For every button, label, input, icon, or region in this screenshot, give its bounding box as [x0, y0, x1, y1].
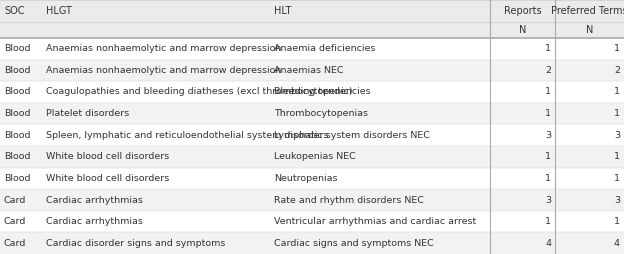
Bar: [0, 189, 624, 211]
Text: Anaemias nonhaemolytic and marrow depression: Anaemias nonhaemolytic and marrow depres…: [46, 66, 281, 75]
Text: HLGT: HLGT: [46, 6, 72, 16]
Text: Preferred Terms: Preferred Terms: [551, 6, 624, 16]
Text: Leukopenias NEC: Leukopenias NEC: [274, 152, 356, 161]
Text: Spleen, lymphatic and reticuloendothelial system disorders: Spleen, lymphatic and reticuloendothelia…: [46, 131, 328, 140]
Text: 1: 1: [545, 109, 551, 118]
Text: N: N: [519, 25, 526, 35]
Text: Cardiac disorder signs and symptoms: Cardiac disorder signs and symptoms: [46, 239, 225, 248]
Text: 1: 1: [614, 109, 620, 118]
Text: Blood: Blood: [4, 131, 31, 140]
Text: Cardiac signs and symptoms NEC: Cardiac signs and symptoms NEC: [274, 239, 434, 248]
Text: 1: 1: [614, 217, 620, 226]
Text: Card: Card: [4, 239, 26, 248]
Text: 1: 1: [545, 174, 551, 183]
Bar: [0, 38, 624, 60]
Text: 1: 1: [545, 152, 551, 161]
Text: 1: 1: [614, 87, 620, 97]
Bar: [0, 60, 624, 81]
Bar: [0, 168, 624, 189]
Bar: [0, 81, 624, 103]
Text: 1: 1: [545, 44, 551, 53]
Text: Anaemias nonhaemolytic and marrow depression: Anaemias nonhaemolytic and marrow depres…: [46, 44, 281, 53]
Text: Neutropenias: Neutropenias: [274, 174, 338, 183]
Text: Blood: Blood: [4, 44, 31, 53]
Text: White blood cell disorders: White blood cell disorders: [46, 152, 169, 161]
Text: 3: 3: [545, 196, 551, 204]
Text: 3: 3: [545, 131, 551, 140]
Text: Blood: Blood: [4, 87, 31, 97]
Text: Cardiac arrhythmias: Cardiac arrhythmias: [46, 196, 143, 204]
Text: 3: 3: [614, 196, 620, 204]
Text: 2: 2: [614, 66, 620, 75]
Text: Platelet disorders: Platelet disorders: [46, 109, 129, 118]
Text: Blood: Blood: [4, 174, 31, 183]
Text: Ventricular arrhythmias and cardiac arrest: Ventricular arrhythmias and cardiac arre…: [274, 217, 476, 226]
Text: Blood: Blood: [4, 152, 31, 161]
Bar: [0, 124, 624, 146]
Text: 1: 1: [545, 87, 551, 97]
Bar: [0, 103, 624, 124]
Text: Lymphatic system disorders NEC: Lymphatic system disorders NEC: [274, 131, 430, 140]
Text: Anaemias NEC: Anaemias NEC: [274, 66, 343, 75]
Text: 1: 1: [614, 152, 620, 161]
Text: 4: 4: [614, 239, 620, 248]
Bar: [0, 0, 624, 22]
Text: HLT: HLT: [274, 6, 291, 16]
Text: Blood: Blood: [4, 109, 31, 118]
Text: Blood: Blood: [4, 66, 31, 75]
Text: Cardiac arrhythmias: Cardiac arrhythmias: [46, 217, 143, 226]
Text: 1: 1: [545, 217, 551, 226]
Text: 3: 3: [614, 131, 620, 140]
Text: Rate and rhythm disorders NEC: Rate and rhythm disorders NEC: [274, 196, 424, 204]
Text: Coagulopathies and bleeding diatheses (excl thrombocytopenic): Coagulopathies and bleeding diatheses (e…: [46, 87, 353, 97]
Bar: [0, 22, 624, 38]
Bar: [0, 232, 624, 254]
Text: White blood cell disorders: White blood cell disorders: [46, 174, 169, 183]
Text: Reports: Reports: [504, 6, 541, 16]
Text: 1: 1: [614, 44, 620, 53]
Text: 1: 1: [614, 174, 620, 183]
Text: Card: Card: [4, 217, 26, 226]
Text: 4: 4: [545, 239, 551, 248]
Text: N: N: [586, 25, 593, 35]
Text: Thrombocytopenias: Thrombocytopenias: [274, 109, 368, 118]
Bar: [0, 146, 624, 168]
Text: Anaemia deficiencies: Anaemia deficiencies: [274, 44, 376, 53]
Text: 2: 2: [545, 66, 551, 75]
Text: Card: Card: [4, 196, 26, 204]
Text: SOC: SOC: [4, 6, 24, 16]
Bar: [0, 211, 624, 232]
Text: Bleeding tendencies: Bleeding tendencies: [274, 87, 371, 97]
